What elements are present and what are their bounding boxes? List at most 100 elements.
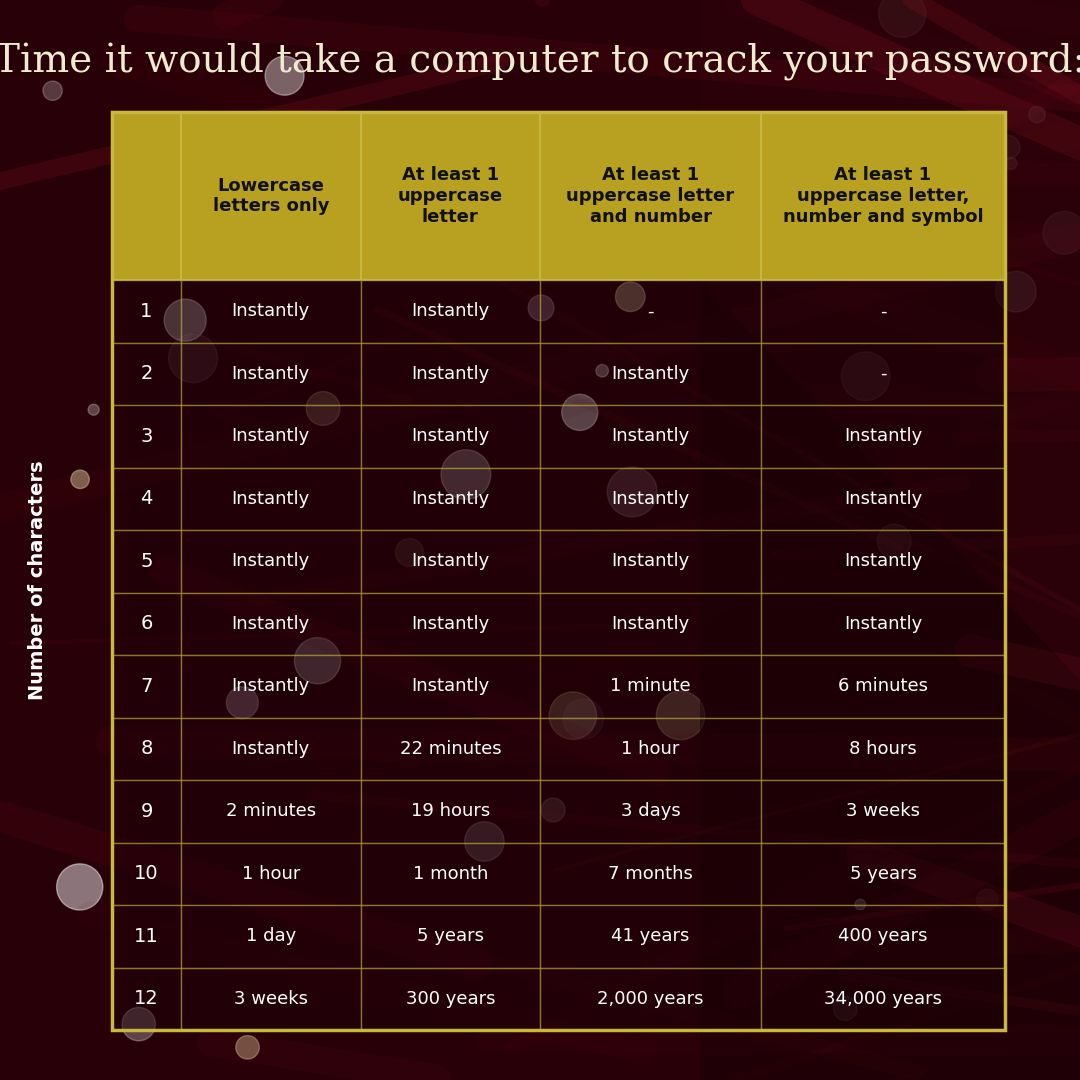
Circle shape — [564, 699, 604, 739]
Bar — [540, 342, 761, 405]
Circle shape — [234, 199, 271, 235]
Circle shape — [56, 864, 103, 910]
Bar — [540, 780, 761, 842]
Bar — [361, 717, 540, 780]
Text: Instantly: Instantly — [411, 615, 489, 633]
Bar — [761, 717, 1005, 780]
Text: Instantly: Instantly — [611, 428, 690, 445]
Text: 6 minutes: 6 minutes — [838, 677, 928, 696]
Bar — [540, 717, 761, 780]
Circle shape — [841, 352, 890, 401]
Text: 5: 5 — [140, 552, 152, 570]
Bar — [361, 905, 540, 968]
Bar — [540, 905, 761, 968]
Bar — [181, 280, 361, 342]
Bar — [761, 654, 1005, 717]
Bar — [181, 530, 361, 593]
Text: 3: 3 — [140, 427, 152, 446]
Circle shape — [879, 0, 926, 38]
Circle shape — [168, 334, 217, 382]
Bar — [361, 530, 540, 593]
Text: 6: 6 — [140, 615, 152, 633]
Bar — [112, 530, 181, 593]
Text: 4: 4 — [140, 489, 152, 509]
Bar — [540, 593, 761, 654]
Text: Instantly: Instantly — [232, 740, 310, 758]
Text: 22 minutes: 22 minutes — [400, 740, 501, 758]
Bar — [540, 405, 761, 468]
Circle shape — [657, 691, 705, 740]
Bar — [112, 468, 181, 530]
Text: 3 weeks: 3 weeks — [846, 802, 920, 820]
Circle shape — [122, 1008, 156, 1041]
Text: Instantly: Instantly — [411, 552, 489, 570]
Bar — [540, 968, 761, 1030]
Bar — [761, 112, 1005, 280]
Text: Instantly: Instantly — [411, 302, 489, 321]
Text: 1 day: 1 day — [245, 928, 296, 945]
Bar — [112, 593, 181, 654]
Bar — [540, 280, 761, 342]
Bar — [181, 968, 361, 1030]
Text: Instantly: Instantly — [232, 302, 310, 321]
Bar — [112, 842, 181, 905]
Circle shape — [996, 135, 1020, 159]
Text: Instantly: Instantly — [843, 552, 922, 570]
Bar — [181, 654, 361, 717]
Circle shape — [43, 81, 63, 100]
Text: Instantly: Instantly — [232, 428, 310, 445]
Bar — [112, 968, 181, 1030]
Text: Time it would take a computer to crack your password:: Time it would take a computer to crack y… — [0, 43, 1080, 81]
Text: -: - — [880, 365, 887, 382]
Text: 5 years: 5 years — [417, 928, 484, 945]
Bar — [181, 780, 361, 842]
Text: Instantly: Instantly — [843, 489, 922, 508]
Circle shape — [541, 798, 565, 822]
Bar — [361, 342, 540, 405]
Text: Instantly: Instantly — [411, 677, 489, 696]
Bar — [761, 842, 1005, 905]
Circle shape — [89, 404, 99, 415]
Text: 41 years: 41 years — [611, 928, 690, 945]
Text: 7 months: 7 months — [608, 865, 693, 882]
Text: Lowercase
letters only: Lowercase letters only — [213, 177, 329, 215]
Bar — [761, 530, 1005, 593]
Bar — [112, 342, 181, 405]
Circle shape — [596, 364, 608, 377]
Bar — [112, 717, 181, 780]
Bar — [112, 654, 181, 717]
Bar — [361, 780, 540, 842]
Text: Instantly: Instantly — [232, 552, 310, 570]
Circle shape — [971, 185, 984, 199]
Circle shape — [227, 687, 258, 718]
Circle shape — [877, 524, 912, 558]
Text: 2: 2 — [140, 364, 152, 383]
Text: Instantly: Instantly — [611, 615, 690, 633]
Bar — [112, 112, 1005, 1030]
Text: Instantly: Instantly — [232, 615, 310, 633]
Bar — [761, 280, 1005, 342]
Bar — [761, 905, 1005, 968]
Circle shape — [235, 1036, 259, 1059]
Bar — [761, 968, 1005, 1030]
Text: Instantly: Instantly — [411, 365, 489, 382]
Bar — [761, 342, 1005, 405]
Text: 12: 12 — [134, 989, 159, 1009]
Text: 19 hours: 19 hours — [410, 802, 490, 820]
Text: 1 month: 1 month — [413, 865, 488, 882]
Bar — [540, 842, 761, 905]
Bar — [761, 468, 1005, 530]
Text: 8: 8 — [140, 739, 152, 758]
Text: Instantly: Instantly — [232, 677, 310, 696]
Bar — [181, 468, 361, 530]
Bar — [112, 112, 181, 280]
Text: Instantly: Instantly — [411, 428, 489, 445]
Bar — [761, 780, 1005, 842]
Bar — [361, 654, 540, 717]
Bar — [361, 280, 540, 342]
Text: 8 hours: 8 hours — [849, 740, 917, 758]
Circle shape — [549, 692, 596, 740]
Text: 10: 10 — [134, 864, 159, 883]
Circle shape — [164, 299, 206, 341]
Bar — [361, 405, 540, 468]
